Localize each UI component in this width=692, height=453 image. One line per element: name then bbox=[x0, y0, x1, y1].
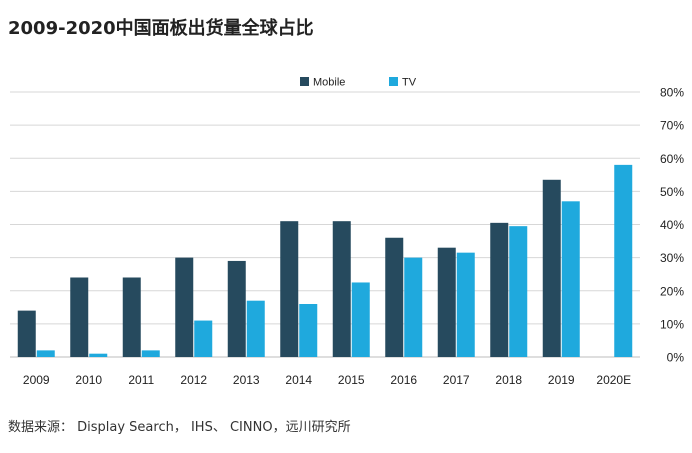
bar-tv bbox=[194, 320, 213, 357]
x-tick-label: 2011 bbox=[128, 373, 154, 387]
gridlines bbox=[10, 91, 640, 358]
chart-title: 2009-2020中国面板出货量全球占比 bbox=[8, 18, 314, 39]
y-tick-label: 60% bbox=[660, 152, 684, 166]
legend-swatch-mobile bbox=[300, 77, 309, 86]
bar-mobile bbox=[332, 221, 351, 357]
bar-tv bbox=[561, 201, 580, 357]
bar-mobile bbox=[280, 221, 299, 357]
bar-tv bbox=[456, 252, 475, 357]
x-tick-label: 2012 bbox=[180, 373, 207, 387]
bar-tv bbox=[299, 304, 318, 357]
bars bbox=[17, 164, 633, 357]
x-tick-label: 2016 bbox=[390, 373, 417, 387]
bar-mobile bbox=[175, 257, 194, 357]
bar-mobile bbox=[17, 310, 36, 357]
bar-mobile bbox=[542, 179, 561, 357]
bar-mobile bbox=[227, 260, 246, 357]
legend-swatch-tv bbox=[389, 77, 398, 86]
x-tick-label: 2009 bbox=[23, 373, 50, 387]
legend: Mobile TV bbox=[300, 77, 417, 89]
x-tick-label: 2013 bbox=[233, 373, 260, 387]
bar-tv bbox=[246, 300, 265, 357]
x-tick-label: 2015 bbox=[338, 373, 365, 387]
legend-label: TV bbox=[402, 77, 417, 89]
y-tick-label: 0% bbox=[667, 351, 685, 365]
bar-tv bbox=[404, 257, 423, 357]
y-axis-ticks: 0% 10% 20% 30% 40% 50% 60% 70% 80% bbox=[660, 86, 684, 365]
x-tick-label: 2018 bbox=[495, 373, 522, 387]
bar-tv bbox=[36, 350, 55, 357]
y-tick-label: 30% bbox=[660, 251, 684, 265]
y-tick-label: 10% bbox=[660, 317, 684, 331]
x-axis-ticks: 2009 2010 2011 2012 2013 2014 2015 2016 2017 2018… bbox=[23, 373, 631, 387]
bar-mobile bbox=[70, 277, 89, 357]
bar-tv bbox=[141, 350, 160, 357]
y-tick-label: 70% bbox=[660, 119, 684, 133]
x-tick-label: 2019 bbox=[548, 373, 575, 387]
y-tick-label: 50% bbox=[660, 185, 684, 199]
bar-tv bbox=[351, 282, 370, 357]
data-source-note: 数据来源： Display Search， IHS、 CINNO，远川研究所 bbox=[8, 420, 351, 435]
y-tick-label: 40% bbox=[660, 218, 684, 232]
x-tick-label: 2020E bbox=[596, 373, 631, 387]
x-tick-label: 2017 bbox=[443, 373, 470, 387]
y-tick-label: 80% bbox=[660, 86, 684, 100]
bar-tv bbox=[509, 226, 528, 357]
bar-tv bbox=[89, 353, 108, 357]
bar-mobile bbox=[437, 247, 456, 357]
bar-mobile bbox=[122, 277, 141, 357]
bar-mobile bbox=[385, 237, 404, 357]
x-tick-label: 2010 bbox=[75, 373, 102, 387]
bar-tv bbox=[614, 164, 633, 357]
bar-mobile bbox=[490, 222, 509, 357]
y-tick-label: 20% bbox=[660, 284, 684, 298]
legend-label: Mobile bbox=[313, 77, 345, 89]
x-tick-label: 2014 bbox=[285, 373, 312, 387]
